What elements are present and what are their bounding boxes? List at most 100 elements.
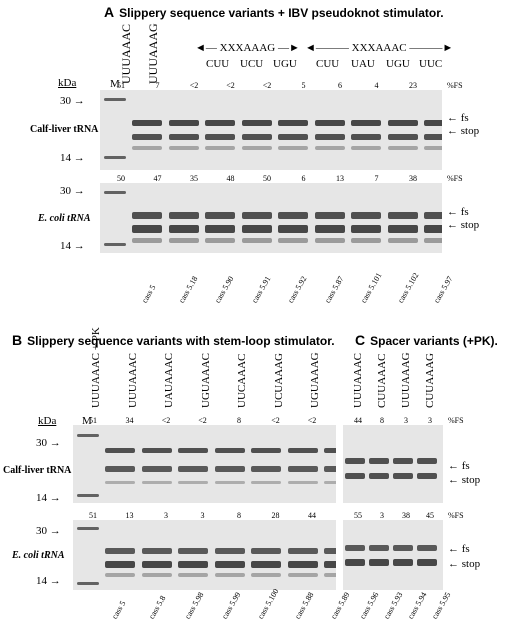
panel-a-bracket2: ◄——— XXXAAAC ———► <box>305 42 454 54</box>
panel-a-marker: M <box>110 78 120 90</box>
gel-band <box>141 448 172 454</box>
gel-band <box>287 548 318 554</box>
gel-band <box>251 573 281 578</box>
fs-text: fs <box>460 112 469 124</box>
panel-b-kda: kDa <box>38 415 57 427</box>
fs-percent: <2 <box>262 81 272 90</box>
lane-label: cass 5.87 <box>322 274 345 305</box>
gel-band <box>369 544 389 551</box>
fs-percent: 50 <box>263 174 271 183</box>
fs-percent: 44 <box>308 511 316 520</box>
gel-band <box>214 548 245 554</box>
panel-b-row1-label: Calf-liver tRNA <box>3 465 72 476</box>
lane-label: cass 5.96 <box>358 590 381 621</box>
panel-c-pct-label-2: %FS <box>448 511 464 520</box>
gel-band <box>132 120 162 127</box>
fs-percent: 35 <box>190 174 198 183</box>
sequence-label: UCUAAAG <box>272 353 285 408</box>
panel-a-pct-label-2: %FS <box>447 174 463 183</box>
fs-percent: 44 <box>354 416 362 425</box>
lane-label: cass 5.95 <box>430 590 453 621</box>
gel-band <box>387 225 418 233</box>
gel-band <box>345 457 365 464</box>
gel-band <box>214 481 245 485</box>
gel-band <box>132 225 162 233</box>
gel-band <box>324 573 336 578</box>
sequence-label: UUCAAAC <box>236 353 248 408</box>
sequence-label: UUUAAAC <box>352 353 364 408</box>
fs-percent: <2 <box>189 81 199 90</box>
fs-percent: 51 <box>117 81 125 90</box>
gel-band <box>387 212 418 220</box>
fs-text: fs <box>461 460 470 472</box>
panel-a-bracket2-text: XXXAAAC <box>351 42 407 54</box>
fs-percent: 51 <box>89 511 97 520</box>
fs-percent: 47 <box>153 174 162 183</box>
gel-band <box>345 544 365 551</box>
fs-percent: 48 <box>226 174 235 183</box>
gel-band <box>205 237 235 243</box>
codon: CUU <box>206 58 230 70</box>
panel-a-title: A Slippery sequence variants + IBV pseudo… <box>104 4 444 20</box>
gel-band <box>168 225 199 233</box>
lane-label: cass 5.97 <box>432 274 455 305</box>
fs-label: ← fs <box>447 112 469 124</box>
gel-band <box>387 120 418 127</box>
fs-percent: 8 <box>380 416 384 425</box>
mw-30-label: 30 → <box>60 95 85 107</box>
sequence-label: UUUAAAC <box>126 353 139 408</box>
gel-band <box>178 573 208 578</box>
fs-percent: 5 <box>301 81 306 90</box>
gel-band <box>314 120 345 127</box>
fs-percent: 3 <box>404 416 408 425</box>
gel-band <box>251 560 281 568</box>
gel-band <box>178 448 208 454</box>
codon: UUC <box>419 58 443 70</box>
lane-label: cass 5.91 <box>249 274 272 305</box>
gel-band <box>132 146 162 150</box>
gel-band <box>205 212 235 220</box>
gel-band <box>241 225 272 233</box>
fs-percent: <2 <box>226 81 235 90</box>
fs-percent: 7 <box>155 81 160 90</box>
gel-band <box>205 134 235 140</box>
gel-band <box>105 465 135 472</box>
mw-30-label: 30 → <box>36 525 61 537</box>
gel-band <box>178 548 208 554</box>
stop-text: stop <box>461 474 481 486</box>
lane-label: cass 5.88 <box>292 590 315 621</box>
gel-band <box>393 558 413 566</box>
gel-band <box>351 146 381 150</box>
codon: CUU <box>316 58 340 70</box>
lane-label: cass 5.99 <box>219 590 242 621</box>
fs-percent: 3 <box>428 416 432 425</box>
mw-14-text: 14 <box>36 575 47 587</box>
panel-c-letter: C <box>355 332 366 348</box>
marker-band <box>77 581 99 585</box>
gel-band <box>314 225 345 233</box>
fs-text: fs <box>460 206 469 218</box>
panel-b-title-text: Slippery sequence variants with stem-loo… <box>27 334 335 348</box>
gel-band <box>141 573 172 578</box>
gel-band <box>417 473 437 480</box>
mw-14-text: 14 <box>36 492 47 504</box>
mw-14-text: 14 <box>60 152 71 164</box>
lane-label: cass 5.18 <box>176 274 199 305</box>
gel-band <box>287 465 318 472</box>
codon: UGU <box>386 58 410 70</box>
lane-label: cass 5.94 <box>406 590 429 621</box>
stop-text: stop <box>461 558 481 570</box>
panel-a-letter: A <box>104 4 115 20</box>
gel-band <box>287 448 318 454</box>
gel-band <box>278 134 308 140</box>
gel-band <box>324 548 336 554</box>
panel-a-bracket1: ◄— XXXAAAG —► <box>195 42 300 54</box>
lane-label: cass 5.89 <box>329 590 352 621</box>
fs-text: fs <box>461 543 470 555</box>
lane-label: cass 5.98 <box>183 590 206 621</box>
fs-percent: <2 <box>307 416 317 425</box>
fs-percent: 13 <box>125 511 134 520</box>
panel-b-gel-top <box>73 425 336 503</box>
fs-percent: 50 <box>117 174 125 183</box>
gel-band <box>424 212 442 220</box>
